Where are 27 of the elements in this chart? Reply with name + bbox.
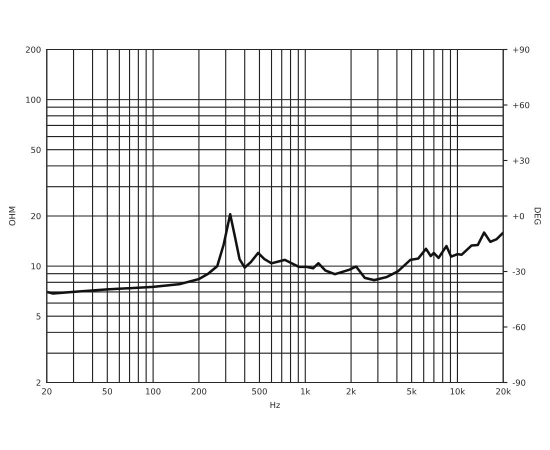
x-tick-label: 20	[42, 388, 52, 395]
x-tick-label: 5k	[407, 388, 417, 395]
y2-tick-label: -90	[512, 379, 526, 386]
y-tick-label: 200	[26, 46, 41, 53]
y2-tick-label: +90	[513, 46, 530, 53]
y2-tick-label: +60	[513, 102, 530, 108]
x-axis-title: Hz	[270, 402, 280, 408]
y2-tick-label: -30	[512, 268, 526, 275]
x-tick-label: 500	[252, 388, 267, 395]
y-tick-label: 2	[36, 379, 40, 386]
x-tick-label: 1k	[301, 388, 310, 394]
y2-tick-label: +0	[513, 212, 524, 220]
x-tick-label: 100	[146, 388, 161, 395]
x-tick-label: 2k	[346, 388, 356, 394]
y2-tick-label: -60	[512, 324, 526, 330]
y-tick-label: 10	[32, 263, 41, 270]
y-tick-label: 50	[31, 146, 41, 154]
x-tick-label: 10k	[450, 388, 466, 395]
x-tick-label: 20k	[496, 388, 511, 395]
y2-tick-label: +30	[513, 157, 530, 164]
x-tick-label: 200	[192, 388, 206, 395]
y2-axis-title: DEG	[534, 208, 541, 224]
y-tick-label: 100	[26, 96, 41, 103]
x-tick-label: 50	[102, 388, 112, 395]
y-tick-label: 20	[31, 212, 41, 220]
y-axis-title: OHM	[9, 206, 16, 226]
y-tick-label: 5	[36, 313, 40, 320]
